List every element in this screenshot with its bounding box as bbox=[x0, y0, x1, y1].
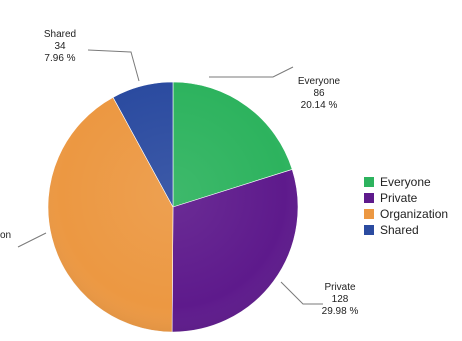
slice-label-shared-value: 34 bbox=[54, 41, 66, 52]
slice-label-private-value: 128 bbox=[332, 294, 349, 305]
legend-swatch-shared bbox=[364, 225, 374, 235]
legend-item-private[interactable]: Private bbox=[364, 190, 448, 206]
slice-label-organization-name: on bbox=[0, 230, 11, 241]
slice-label-shared-percent: 7.96 % bbox=[44, 53, 75, 64]
legend-item-everyone[interactable]: Everyone bbox=[364, 174, 448, 190]
legend-swatch-everyone bbox=[364, 177, 374, 187]
pie-slices bbox=[47, 81, 299, 333]
leader-line-shared bbox=[87, 49, 140, 82]
legend-label-shared: Shared bbox=[380, 223, 419, 237]
legend-item-organization[interactable]: Organization bbox=[364, 206, 448, 222]
slice-label-everyone-value: 86 bbox=[313, 88, 325, 99]
legend-label-organization: Organization bbox=[380, 207, 449, 221]
slice-label-shared-name: Shared bbox=[44, 29, 76, 40]
leader-lines bbox=[17, 49, 323, 305]
slice-label-private-percent: 29.98 % bbox=[322, 306, 359, 317]
slice-label-everyone-name: Everyone bbox=[298, 76, 341, 87]
leader-line-private bbox=[280, 281, 323, 305]
legend-label-everyone: Everyone bbox=[380, 175, 431, 189]
legend-label-private: Private bbox=[380, 191, 418, 205]
leader-line-everyone bbox=[209, 66, 294, 78]
leader-line-organization bbox=[17, 232, 47, 248]
legend-swatch-private bbox=[364, 193, 374, 203]
slice-label-everyone-percent: 20.14 % bbox=[301, 100, 338, 111]
legend: Everyone Private Organization Shared bbox=[364, 174, 448, 238]
legend-item-shared[interactable]: Shared bbox=[364, 222, 448, 238]
slice-label-private-name: Private bbox=[324, 282, 356, 293]
legend-swatch-organization bbox=[364, 209, 374, 219]
